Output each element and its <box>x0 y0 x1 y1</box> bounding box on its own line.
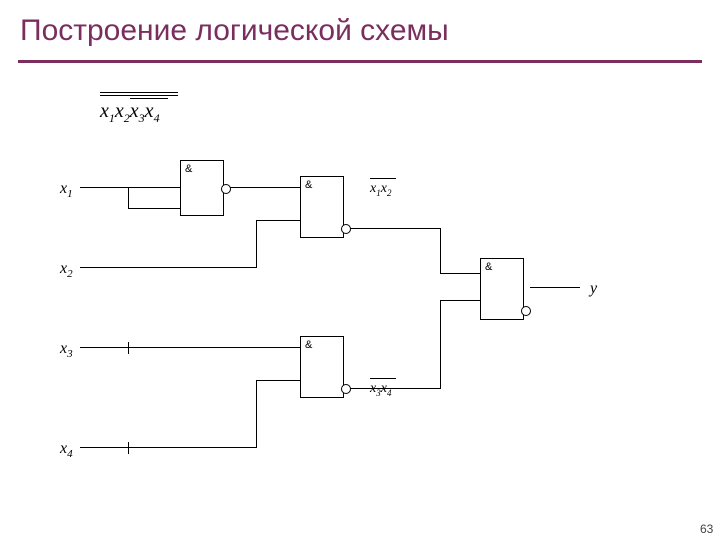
input-label-x3: x3 <box>60 340 73 360</box>
wire <box>440 300 480 301</box>
inversion-bubble <box>521 306 531 316</box>
gate-nand-3: & <box>300 336 344 398</box>
output-label-y: y <box>590 280 597 298</box>
wire <box>80 187 180 188</box>
wire <box>350 388 440 389</box>
wire <box>440 273 480 274</box>
gate-nand-4: & <box>480 258 524 320</box>
wire <box>128 442 129 454</box>
wire <box>530 287 580 288</box>
wire <box>256 380 300 381</box>
wire <box>230 187 300 188</box>
input-label-x1: x1 <box>60 180 73 200</box>
wire <box>128 342 129 354</box>
wire <box>256 380 257 448</box>
title-underline <box>18 60 702 63</box>
wire <box>256 220 300 221</box>
gate-symbol: & <box>305 339 312 351</box>
inversion-bubble <box>341 224 351 234</box>
gate-nand-1: & <box>180 160 224 216</box>
wire <box>80 447 256 448</box>
gate-symbol: & <box>305 179 312 191</box>
gate-nand-2: & <box>300 176 344 238</box>
wire <box>440 228 441 274</box>
formula-main: x1x2x3x4 <box>100 92 160 126</box>
formula-x1x2-bar: x1x2 <box>370 178 391 198</box>
gate-symbol: & <box>485 261 492 273</box>
slide-number: 63 <box>700 522 713 536</box>
inversion-bubble <box>221 184 231 194</box>
wire <box>256 220 257 268</box>
input-label-x2: x2 <box>60 260 73 280</box>
inversion-bubble <box>341 384 351 394</box>
gate-symbol: & <box>185 163 192 175</box>
wire <box>128 187 129 209</box>
wire <box>440 300 441 389</box>
wire <box>80 267 256 268</box>
page-title: Построение логической схемы <box>20 14 449 48</box>
input-label-x4: x4 <box>60 440 73 460</box>
wire <box>350 228 440 229</box>
wire <box>128 208 180 209</box>
wire <box>80 347 300 348</box>
